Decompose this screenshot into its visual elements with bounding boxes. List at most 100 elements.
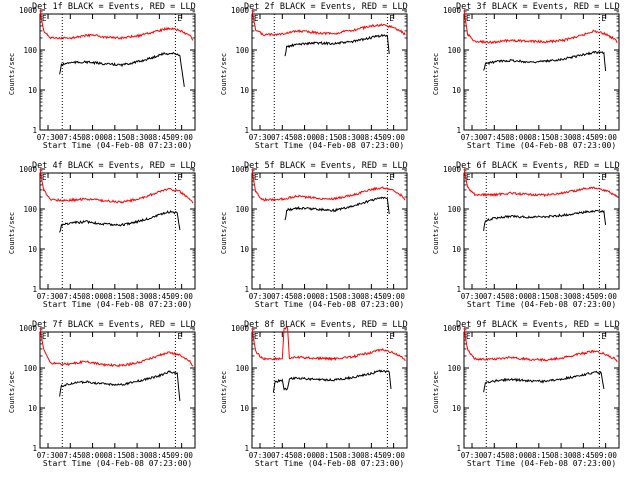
x-tick-label: 08:45 — [360, 292, 383, 301]
y-tick-label: 1 — [456, 285, 461, 294]
x-tick-label: 07:30 — [37, 133, 60, 142]
x-axis-label: Start Time (04-Feb-08 07:23:00) — [43, 141, 192, 150]
events-series-line — [272, 369, 392, 393]
x-tick-label: 08:30 — [550, 133, 573, 142]
x-tick-label: 08:15 — [528, 292, 551, 301]
x-tick-label: 08:45 — [148, 292, 171, 301]
y-tick-label: 1000 — [231, 324, 250, 333]
y-tick-label: 100 — [447, 46, 461, 55]
y-axis-label: Counts/sec — [8, 371, 16, 413]
x-tick-label: 08:30 — [126, 292, 149, 301]
y-tick-label: 100 — [23, 364, 37, 373]
y-tick-label: 100 — [23, 46, 37, 55]
y-tick-label: 10 — [28, 404, 38, 413]
y-tick-label: 1 — [244, 126, 249, 135]
y-tick-label: 1 — [244, 444, 249, 453]
y-tick-label: 100 — [235, 364, 249, 373]
events-series-line — [284, 33, 390, 57]
x-tick-label: 07:45 — [271, 292, 294, 301]
detector-chart-9: Det 9f BLACK = Events, RED = LLD 1 10 100 10… — [432, 320, 620, 468]
chart-title: Det 7f BLACK = Events, RED = LLD — [32, 320, 196, 330]
x-tick-label: 08:15 — [528, 133, 551, 142]
x-tick-label: 08:30 — [338, 451, 361, 460]
chart-title: Det 3f BLACK = Events, RED = LLD — [456, 2, 620, 12]
x-axis-label: Start Time (04-Feb-08 07:23:00) — [467, 141, 616, 150]
y-tick-label: 1 — [456, 444, 461, 453]
detector-chart-5: Det 5f BLACK = Events, RED = LLD 1 10 100 10… — [220, 161, 408, 309]
x-tick-label: 07:30 — [461, 133, 484, 142]
x-tick-label: 08:00 — [505, 292, 528, 301]
marker-label: E — [177, 14, 182, 23]
x-tick-label: 08:30 — [550, 292, 573, 301]
y-tick-label: 1000 — [19, 165, 38, 174]
chart-title: Det 9f BLACK = Events, RED = LLD — [456, 320, 620, 330]
lld-series-line — [251, 9, 406, 37]
y-tick-label: 10 — [28, 86, 38, 95]
start-marker-label: E — [466, 332, 471, 341]
lld-series-line — [39, 327, 194, 368]
x-tick-label: 08:00 — [505, 451, 528, 460]
x-tick-label: 09:00 — [594, 133, 617, 142]
start-marker-label: E — [42, 14, 47, 23]
y-tick-label: 1000 — [443, 6, 462, 15]
plot-frame — [463, 172, 620, 290]
detector-chart-4: Det 4f BLACK = Events, RED = LLD 1 10 100 10… — [8, 161, 196, 309]
y-axis-label: Counts/sec — [432, 371, 440, 413]
x-tick-label: 07:30 — [249, 451, 272, 460]
x-tick-label: 08:00 — [81, 451, 104, 460]
x-tick-label: 08:45 — [148, 451, 171, 460]
detector-chart-2: Det 2f BLACK = Events, RED = LLD 1 10 100 10… — [220, 2, 408, 150]
start-marker-label: E — [254, 14, 259, 23]
y-axis-label: Counts/sec — [8, 53, 16, 95]
y-tick-label: 1000 — [443, 165, 462, 174]
events-series-line — [284, 196, 390, 221]
start-marker-label: E — [466, 173, 471, 182]
detector-chart-6: Det 6f BLACK = Events, RED = LLD 1 10 100 10… — [432, 161, 620, 309]
x-tick-label: 08:15 — [316, 292, 339, 301]
x-tick-label: 08:15 — [104, 451, 127, 460]
x-axis-label: Start Time (04-Feb-08 07:23:00) — [43, 459, 192, 468]
plot-frame — [39, 13, 196, 131]
y-tick-label: 1 — [32, 444, 37, 453]
x-tick-label: 08:45 — [360, 133, 383, 142]
plot-frame — [251, 331, 408, 449]
y-tick-label: 10 — [240, 404, 250, 413]
x-tick-label: 07:30 — [37, 292, 60, 301]
events-series-line — [59, 370, 181, 402]
start-marker-label: E — [466, 14, 471, 23]
y-tick-label: 1 — [456, 126, 461, 135]
x-tick-label: 08:15 — [104, 292, 127, 301]
x-tick-label: 07:30 — [249, 292, 272, 301]
x-tick-label: 07:30 — [249, 133, 272, 142]
lld-series-line — [463, 168, 618, 198]
lld-series-line — [463, 327, 618, 363]
marker-label: E — [389, 173, 394, 182]
chart-title: Det 5f BLACK = Events, RED = LLD — [244, 161, 408, 171]
x-tick-label: 07:30 — [37, 451, 60, 460]
x-tick-label: 08:45 — [572, 292, 595, 301]
lld-series-line — [39, 9, 194, 41]
x-tick-label: 07:45 — [59, 292, 82, 301]
marker-label: E — [601, 173, 606, 182]
start-marker-label: E — [42, 332, 47, 341]
y-axis-label: Counts/sec — [220, 371, 228, 413]
y-tick-label: 100 — [235, 46, 249, 55]
x-tick-label: 07:30 — [461, 451, 484, 460]
detector-chart-7: Det 7f BLACK = Events, RED = LLD 1 10 100 10… — [8, 320, 196, 468]
x-tick-label: 08:45 — [360, 451, 383, 460]
marker-label: E — [601, 332, 606, 341]
x-tick-label: 07:45 — [483, 292, 506, 301]
y-tick-label: 100 — [23, 205, 37, 214]
x-tick-label: 07:45 — [271, 451, 294, 460]
marker-label: E — [389, 332, 394, 341]
y-axis-label: Counts/sec — [432, 212, 440, 254]
y-tick-label: 10 — [452, 245, 462, 254]
events-series-line — [483, 209, 607, 231]
lld-series-line — [251, 168, 406, 202]
marker-label: E — [601, 14, 606, 23]
y-axis-label: Counts/sec — [220, 212, 228, 254]
x-tick-label: 07:45 — [271, 133, 294, 142]
y-tick-label: 10 — [28, 245, 38, 254]
plot-frame — [463, 13, 620, 131]
